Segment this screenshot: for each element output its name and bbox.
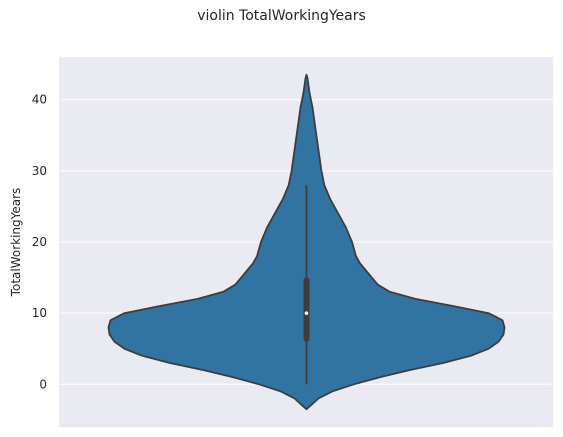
y-axis-label: TotalWorkingYears bbox=[9, 188, 23, 298]
violin-median-dot bbox=[304, 311, 309, 315]
y-tick-label: 10 bbox=[32, 306, 47, 320]
violin-iqr-box bbox=[303, 277, 310, 342]
y-tick-label: 0 bbox=[39, 377, 47, 391]
y-tick-label: 20 bbox=[32, 235, 47, 249]
y-tick-label: 40 bbox=[32, 93, 47, 107]
y-tick-labels: 0 10 20 30 40 bbox=[32, 93, 47, 392]
y-tick-label: 30 bbox=[32, 164, 47, 178]
chart-title: violin TotalWorkingYears bbox=[197, 8, 366, 24]
